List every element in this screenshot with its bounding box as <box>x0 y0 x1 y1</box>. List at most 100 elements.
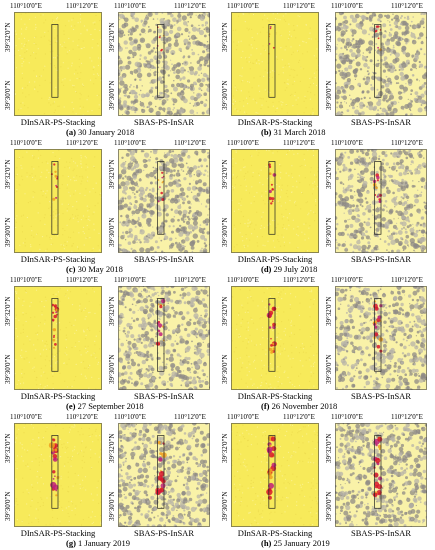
figure-panel: 110°10'0"E 110°12'0"E 39°32'0"N 39°30'0"N DI… <box>0 0 218 137</box>
dinsar-map-image <box>14 149 102 253</box>
longitude-label: 110°10'0"E <box>10 139 42 147</box>
figure-panel: 110°10'0"E 110°12'0"E 39°32'0"N 39°30'0"N DI… <box>217 137 435 274</box>
latitude-label: 39°32'0"N <box>325 433 333 463</box>
longitude-label: 110°12'0"E <box>283 139 315 147</box>
latitude-label: 39°30'0"N <box>4 80 12 110</box>
dinsar-map <box>14 423 102 527</box>
longitude-label: 110°12'0"E <box>283 2 315 10</box>
method-label: DInSAR-PS-Stacking <box>20 117 96 127</box>
sbas-map-image <box>335 423 427 527</box>
method-label: SBAS-PS-InSAR <box>351 117 411 127</box>
longitude-label: 110°10'0"E <box>10 2 42 10</box>
latitude-label: 39°32'0"N <box>4 22 12 52</box>
dinsar-map-image <box>14 423 102 527</box>
dinsar-map-image <box>231 149 319 253</box>
figure-panel: 110°10'0"E 110°12'0"E 39°32'0"N 39°30'0"N DI… <box>217 0 435 137</box>
figure-panel: 110°10'0"E 110°12'0"E 39°32'0"N 39°30'0"N DI… <box>0 274 218 411</box>
sbas-map-image <box>118 423 210 527</box>
method-label: SBAS-PS-InSAR <box>134 117 194 127</box>
longitude-label: 110°12'0"E <box>174 413 206 421</box>
latitude-label: 39°32'0"N <box>108 159 116 189</box>
longitude-label: 110°10'0"E <box>114 2 146 10</box>
panel-caption: (f) 26 November 2018 <box>261 401 337 411</box>
latitude-label: 39°32'0"N <box>325 22 333 52</box>
method-label: SBAS-PS-InSAR <box>351 391 411 401</box>
sbas-map <box>335 423 427 527</box>
panel-caption: (g) 1 January 2019 <box>66 538 130 548</box>
latitude-label: 39°30'0"N <box>4 491 12 521</box>
longitude-label: 110°10'0"E <box>331 276 363 284</box>
panel-caption: (e) 27 September 2018 <box>66 401 144 411</box>
longitude-label: 110°10'0"E <box>331 413 363 421</box>
method-label: DInSAR-PS-Stacking <box>20 391 96 401</box>
sbas-map <box>335 286 427 390</box>
panel-letter: (e) <box>66 401 76 411</box>
longitude-label: 110°10'0"E <box>10 413 42 421</box>
panel-date: 31 March 2018 <box>271 127 326 137</box>
method-label: DInSAR-PS-Stacking <box>20 528 96 538</box>
latitude-label: 39°32'0"N <box>325 296 333 326</box>
longitude-label: 110°12'0"E <box>66 2 98 10</box>
figure-panel: 110°10'0"E 110°12'0"E 39°32'0"N 39°30'0"N DI… <box>217 411 435 548</box>
method-label: DInSAR-PS-Stacking <box>237 391 313 401</box>
dinsar-map-image <box>231 286 319 390</box>
latitude-label: 39°32'0"N <box>108 433 116 463</box>
latitude-label: 39°32'0"N <box>108 22 116 52</box>
latitude-label: 39°32'0"N <box>325 159 333 189</box>
dinsar-map-image <box>231 423 319 527</box>
method-label: DInSAR-PS-Stacking <box>237 254 313 264</box>
latitude-label: 39°30'0"N <box>4 217 12 247</box>
dinsar-map-image <box>14 12 102 116</box>
longitude-label: 110°10'0"E <box>114 276 146 284</box>
dinsar-map <box>14 286 102 390</box>
latitude-label: 39°30'0"N <box>108 491 116 521</box>
sbas-map-image <box>118 286 210 390</box>
panel-date: 26 November 2018 <box>269 401 338 411</box>
longitude-label: 110°12'0"E <box>283 413 315 421</box>
panel-letter: (a) <box>66 127 76 137</box>
sbas-map-image <box>118 12 210 116</box>
longitude-label: 110°10'0"E <box>227 413 259 421</box>
latitude-label: 39°30'0"N <box>325 80 333 110</box>
panel-date: 30 January 2018 <box>75 127 135 137</box>
longitude-label: 110°10'0"E <box>331 2 363 10</box>
sbas-map <box>118 12 210 116</box>
panel-letter: (c) <box>66 264 76 274</box>
latitude-label: 39°30'0"N <box>325 354 333 384</box>
figure-panel: 110°10'0"E 110°12'0"E 39°32'0"N 39°30'0"N DI… <box>0 137 218 274</box>
latitude-label: 39°30'0"N <box>221 217 229 247</box>
longitude-label: 110°12'0"E <box>283 276 315 284</box>
dinsar-map-image <box>14 286 102 390</box>
sbas-map <box>118 286 210 390</box>
longitude-label: 110°12'0"E <box>66 139 98 147</box>
longitude-label: 110°12'0"E <box>66 276 98 284</box>
panel-date: 25 January 2019 <box>271 538 330 548</box>
longitude-label: 110°12'0"E <box>66 413 98 421</box>
longitude-label: 110°12'0"E <box>174 2 206 10</box>
longitude-label: 110°12'0"E <box>391 276 423 284</box>
method-label: SBAS-PS-InSAR <box>351 254 411 264</box>
latitude-label: 39°30'0"N <box>221 354 229 384</box>
panel-caption: (c) 30 May 2018 <box>66 264 123 274</box>
dinsar-map <box>231 286 319 390</box>
sbas-map <box>335 149 427 253</box>
longitude-label: 110°10'0"E <box>114 413 146 421</box>
sbas-map-image <box>118 149 210 253</box>
longitude-label: 110°12'0"E <box>174 139 206 147</box>
sbas-map <box>335 12 427 116</box>
panel-caption: (d) 29 July 2018 <box>261 264 317 274</box>
dinsar-map <box>14 12 102 116</box>
method-label: DInSAR-PS-Stacking <box>237 117 313 127</box>
longitude-label: 110°12'0"E <box>391 413 423 421</box>
method-label: DInSAR-PS-Stacking <box>237 528 313 538</box>
sbas-map <box>118 423 210 527</box>
latitude-label: 39°30'0"N <box>108 80 116 110</box>
longitude-label: 110°10'0"E <box>10 276 42 284</box>
latitude-label: 39°30'0"N <box>221 80 229 110</box>
dinsar-map <box>231 149 319 253</box>
latitude-label: 39°32'0"N <box>4 433 12 463</box>
latitude-label: 39°32'0"N <box>221 296 229 326</box>
sbas-map <box>118 149 210 253</box>
panel-date: 1 January 2019 <box>75 538 130 548</box>
